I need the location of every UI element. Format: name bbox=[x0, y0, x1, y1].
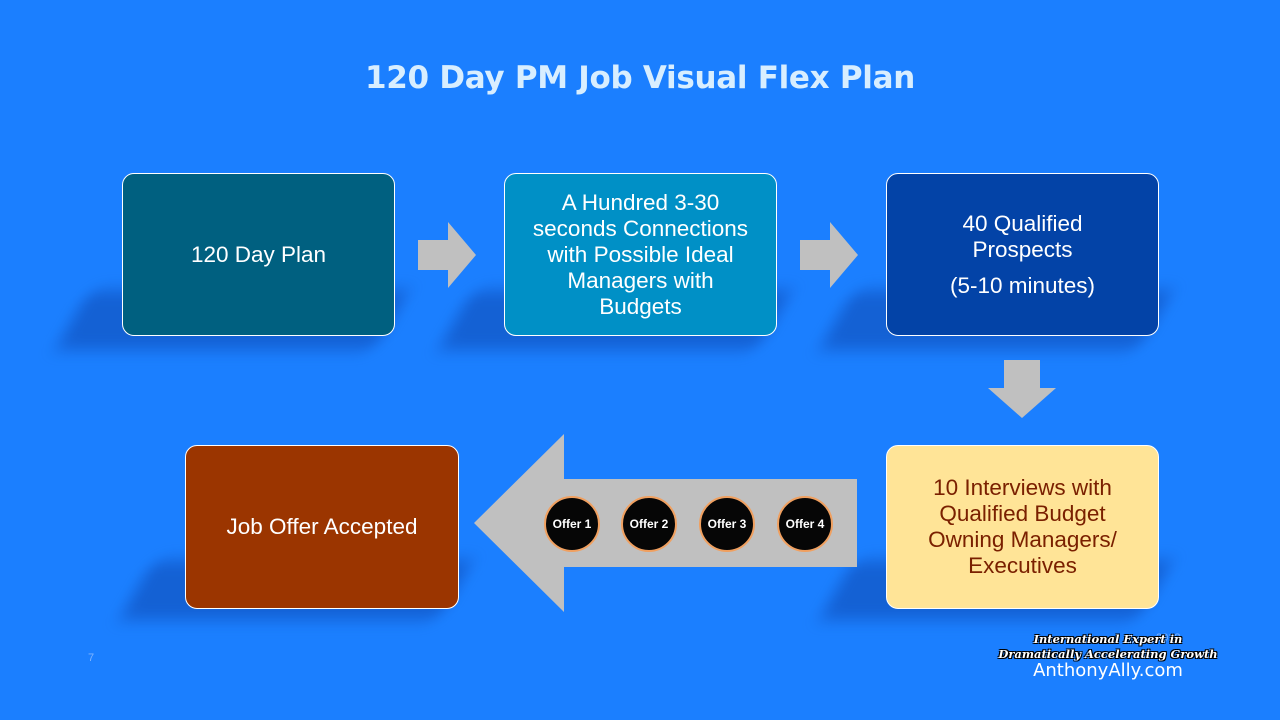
step-job-offer-accepted: Job Offer Accepted bbox=[185, 445, 459, 609]
step-120-day-plan: 120 Day Plan bbox=[122, 173, 395, 336]
step-line: Owning Managers/ bbox=[928, 527, 1117, 552]
offer-circle-1: Offer 1 bbox=[544, 496, 600, 552]
footer-year: 2018 bbox=[1156, 632, 1181, 644]
brand-url: AnthonyAlly.com bbox=[1033, 660, 1183, 681]
page-number: 7 bbox=[88, 652, 95, 664]
step-line: Managers with bbox=[567, 267, 714, 293]
step-qualified-prospects: 40 Qualified Prospects (5-10 minutes) bbox=[886, 173, 1159, 336]
step-interviews: 10 Interviews with Qualified Budget Owni… bbox=[886, 445, 1159, 609]
offer-circle-3: Offer 3 bbox=[699, 496, 755, 552]
step-line: 120 Day Plan bbox=[190, 241, 327, 267]
step-line: Job Offer Accepted bbox=[226, 514, 418, 539]
arrow-down-icon bbox=[988, 360, 1056, 418]
step-line: Budgets bbox=[599, 293, 682, 319]
offer-circle-4: Offer 4 bbox=[777, 496, 833, 552]
step-line: with Possible Ideal bbox=[547, 241, 734, 267]
step-line: Qualified Budget bbox=[939, 501, 1106, 526]
step-line: 10 Interviews with bbox=[933, 475, 1112, 500]
step-line: seconds Connections bbox=[532, 215, 749, 241]
step-line: 40 Qualified bbox=[962, 210, 1083, 236]
step-line: A Hundred 3-30 bbox=[561, 189, 720, 215]
arrow-right-icon bbox=[800, 222, 858, 288]
step-line: Executives bbox=[968, 553, 1077, 578]
brand-tagline-1: International Expert in bbox=[1033, 632, 1183, 646]
slide-title: 120 Day PM Job Visual Flex Plan bbox=[365, 60, 915, 96]
offer-circle-2: Offer 2 bbox=[621, 496, 677, 552]
brand-tagline-2: Dramatically Accelerating Growth bbox=[998, 647, 1218, 661]
step-hundred-connections: A Hundred 3-30 seconds Connections with … bbox=[504, 173, 777, 336]
arrow-right-icon bbox=[418, 222, 476, 288]
step-line: Prospects bbox=[972, 236, 1073, 262]
step-extra: (5-10 minutes) bbox=[949, 272, 1096, 298]
